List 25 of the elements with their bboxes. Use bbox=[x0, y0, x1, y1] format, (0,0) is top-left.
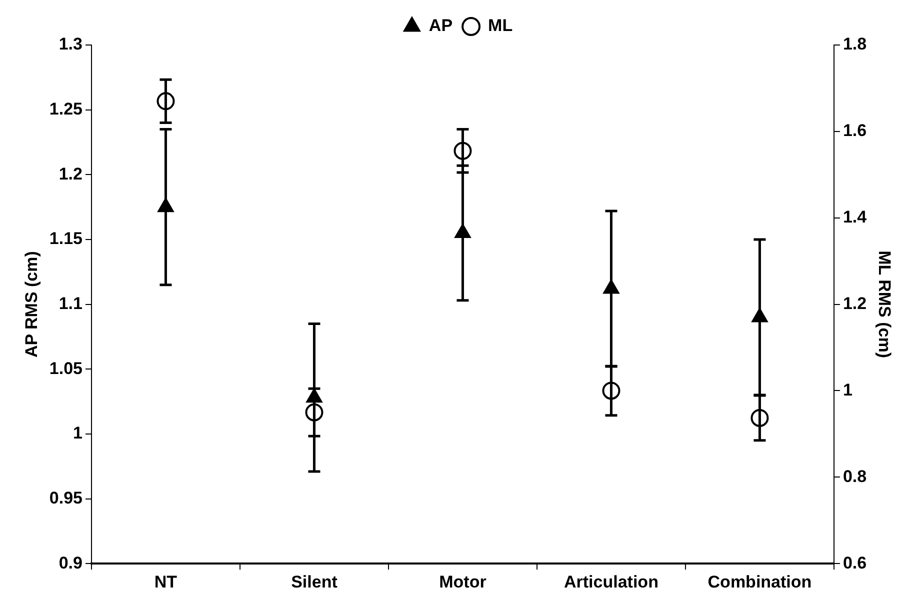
y-tick-label: 1.25 bbox=[49, 100, 82, 119]
x-tick-label: NT bbox=[154, 572, 178, 592]
legend-label: AP bbox=[428, 16, 453, 36]
y2-tick-label: 1.4 bbox=[842, 208, 868, 227]
y2-tick-label: 0.6 bbox=[842, 553, 867, 572]
y-tick-label: 1.05 bbox=[49, 358, 82, 378]
y-tick-label: 0.9 bbox=[58, 553, 82, 572]
y-axis-title: AP RMS (cm) bbox=[22, 251, 41, 358]
y2-tick-label: 1.2 bbox=[842, 294, 867, 313]
y-tick-label: 0.95 bbox=[49, 488, 82, 508]
y2-tick-label: 0.8 bbox=[842, 466, 867, 486]
x-tick-label: Articulation bbox=[564, 572, 658, 592]
x-tick-label: Combination bbox=[708, 572, 812, 592]
legend-label: ML bbox=[488, 16, 513, 36]
y2-tick-label: 1.6 bbox=[842, 121, 867, 140]
y2-axis-title: ML RMS (cm) bbox=[875, 250, 894, 358]
y-tick-label: 1 bbox=[73, 424, 82, 443]
y2-tick-label: 1.8 bbox=[842, 34, 867, 54]
y-tick-label: 1.3 bbox=[58, 34, 82, 54]
x-tick-label: Motor bbox=[439, 572, 487, 592]
y-tick-label: 1.1 bbox=[58, 294, 82, 313]
y-tick-label: 1.2 bbox=[58, 164, 82, 184]
y-tick-label: 1.15 bbox=[49, 229, 82, 248]
y2-tick-label: 1 bbox=[842, 380, 852, 400]
x-tick-label: Silent bbox=[291, 572, 338, 592]
